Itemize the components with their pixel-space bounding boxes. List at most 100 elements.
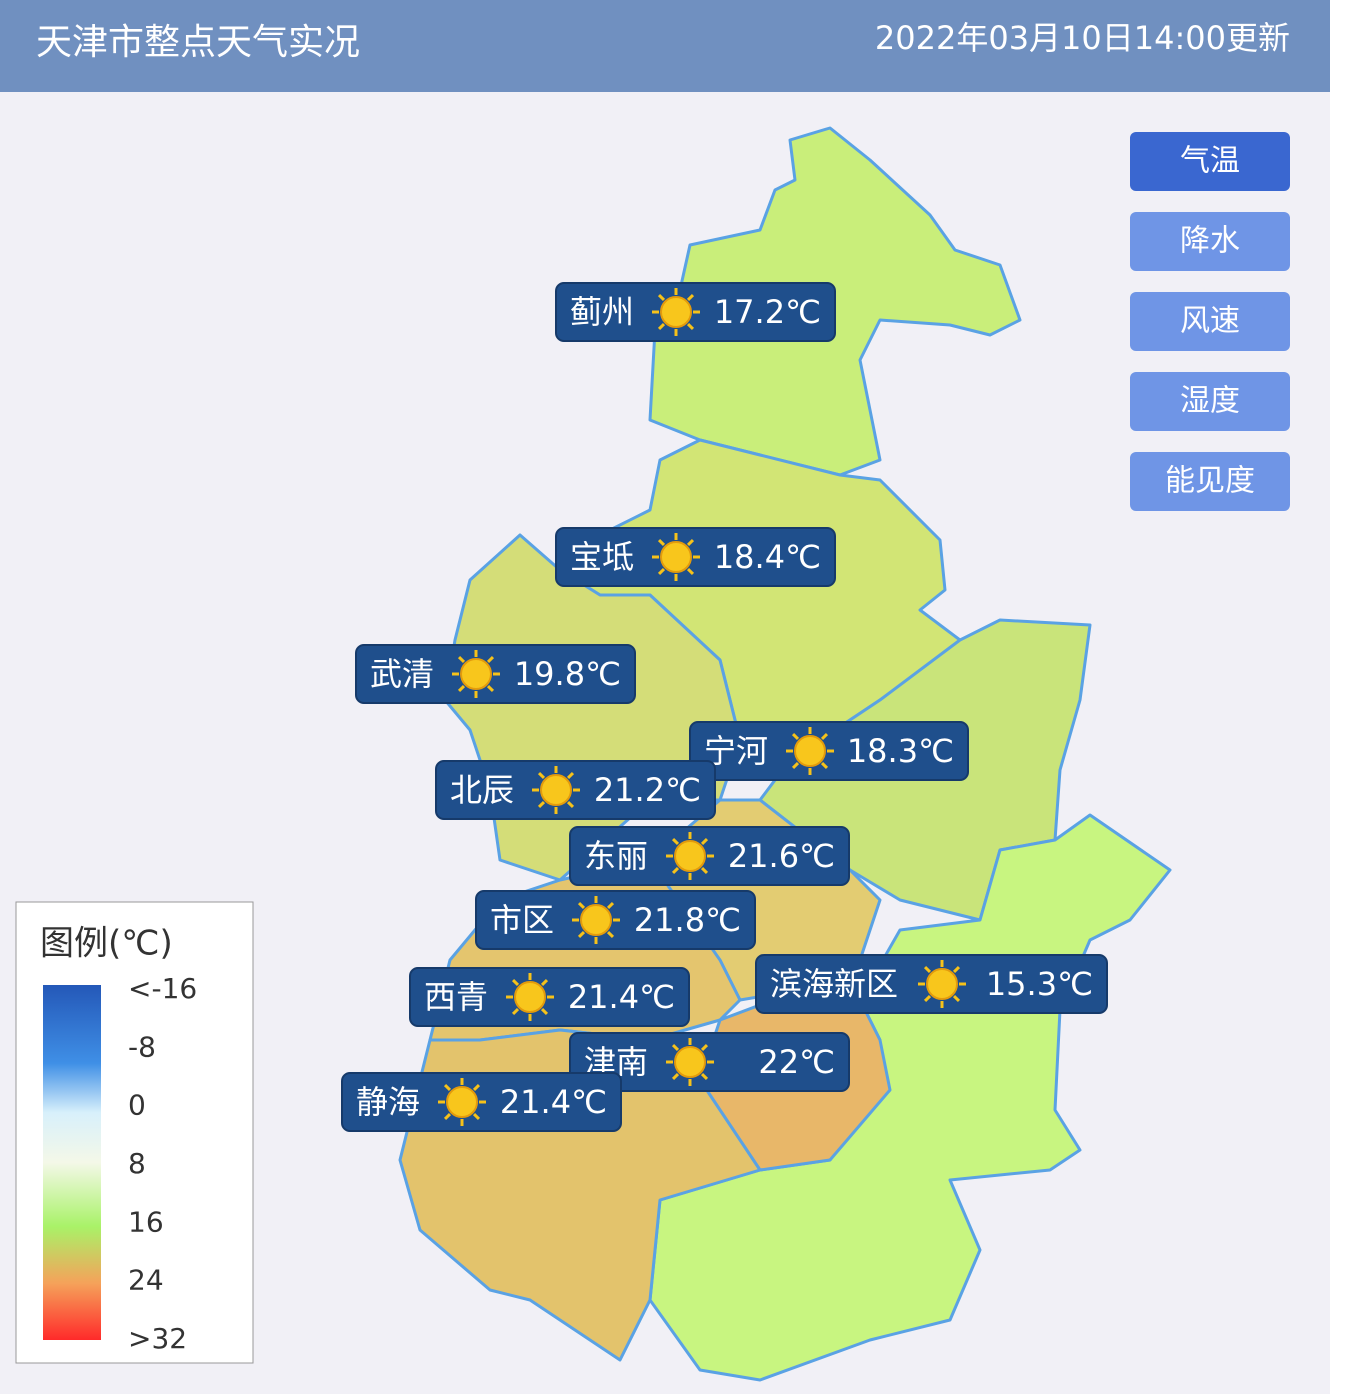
sun-ray xyxy=(686,538,695,547)
station-name: 静海 xyxy=(356,1083,420,1121)
sun-ray xyxy=(671,837,680,846)
sun-ray xyxy=(657,567,666,576)
station-name: 东丽 xyxy=(584,837,648,875)
sun-ray xyxy=(791,761,800,770)
sun-disc xyxy=(674,840,706,872)
station-name: 市区 xyxy=(490,901,554,939)
station-label: 北辰 21.2℃ xyxy=(435,760,716,820)
legend: 图例(℃) <-16 -8 0 8 16 24 >32 xyxy=(15,901,254,1364)
sun-ray xyxy=(700,837,709,846)
sun-ray xyxy=(700,1043,709,1052)
sun-ray xyxy=(657,293,666,302)
button-bg xyxy=(1130,292,1290,351)
sun-ray xyxy=(443,1083,452,1092)
sun-disc xyxy=(514,981,546,1013)
sun-ray xyxy=(952,965,961,974)
station-label: 静海 21.4℃ xyxy=(341,1072,622,1132)
sun-icon xyxy=(918,960,966,1008)
sun-ray xyxy=(923,965,932,974)
temperature: 21.6℃ xyxy=(728,837,835,875)
sun-disc xyxy=(926,968,958,1000)
sun-ray xyxy=(700,1072,709,1081)
sun-icon xyxy=(532,766,580,814)
layer-button[interactable]: 气温 xyxy=(1130,132,1290,191)
station-label: 滨海新区 15.3℃ xyxy=(755,954,1108,1014)
sun-icon xyxy=(786,727,834,775)
button-bg xyxy=(1130,372,1290,431)
update-time: 2022年03月10日14:00更新 xyxy=(875,19,1290,57)
sun-ray xyxy=(443,1112,452,1121)
sun-ray xyxy=(686,567,695,576)
sun-ray xyxy=(671,1043,680,1052)
sun-ray xyxy=(671,866,680,875)
sun-icon xyxy=(452,650,500,698)
sun-ray xyxy=(791,732,800,741)
layer-button[interactable]: 湿度 xyxy=(1130,372,1290,431)
sun-ray xyxy=(657,322,666,331)
station-name: 宝坻 xyxy=(570,538,634,576)
sun-ray xyxy=(686,322,695,331)
sun-ray xyxy=(606,901,615,910)
sun-disc xyxy=(674,1046,706,1078)
sun-ray xyxy=(457,684,466,693)
header-title: 天津市整点天气实况 xyxy=(36,22,360,63)
sun-ray xyxy=(606,930,615,939)
sun-ray xyxy=(457,655,466,664)
sun-ray xyxy=(923,994,932,1003)
sun-icon xyxy=(666,1038,714,1086)
sun-icon xyxy=(506,973,554,1021)
sun-disc xyxy=(540,774,572,806)
sun-disc xyxy=(580,904,612,936)
sun-ray xyxy=(671,1072,680,1081)
station-label: 宝坻 18.4℃ xyxy=(555,527,836,587)
sun-ray xyxy=(952,994,961,1003)
station-label: 津南 22℃ xyxy=(569,1032,850,1092)
sun-ray xyxy=(537,800,546,809)
sun-icon xyxy=(666,832,714,880)
temperature: 15.3℃ xyxy=(986,965,1093,1003)
sun-ray xyxy=(577,930,586,939)
layer-button[interactable]: 能见度 xyxy=(1130,452,1290,511)
sun-ray xyxy=(486,684,495,693)
station-label: 东丽 21.6℃ xyxy=(569,826,850,886)
temperature: 19.8℃ xyxy=(514,655,621,693)
temperature: 17.2℃ xyxy=(714,293,821,331)
station-name: 武清 xyxy=(370,655,434,693)
sun-ray xyxy=(486,655,495,664)
legend-label: -8 xyxy=(128,1030,156,1063)
sun-ray xyxy=(657,538,666,547)
legend-gradient xyxy=(43,985,101,1340)
station-name: 西青 xyxy=(424,978,488,1016)
button-label: 风速 xyxy=(1180,304,1240,339)
station-label: 市区 21.8℃ xyxy=(475,890,756,950)
sun-disc xyxy=(446,1086,478,1118)
header-bar xyxy=(0,0,1330,92)
legend-label: 16 xyxy=(128,1205,164,1238)
station-labels: 蓟州 17.2℃ 宝坻 18.4℃ 武清 19.8℃ 宁河 18.3℃ 北辰 21.2℃ 东丽 21.… xyxy=(341,282,1108,1132)
sun-icon xyxy=(652,288,700,336)
sun-ray xyxy=(511,978,520,987)
station-label: 武清 19.8℃ xyxy=(355,644,636,704)
sun-disc xyxy=(660,541,692,573)
sun-ray xyxy=(540,978,549,987)
layer-button[interactable]: 降水 xyxy=(1130,212,1290,271)
sun-ray xyxy=(566,800,575,809)
sun-ray xyxy=(820,761,829,770)
temperature: 22℃ xyxy=(758,1043,835,1081)
button-bg xyxy=(1130,212,1290,271)
legend-labels: <-16 -8 0 8 16 24 >32 xyxy=(128,972,197,1355)
station-label: 蓟州 17.2℃ xyxy=(555,282,836,342)
sun-icon xyxy=(572,896,620,944)
sun-ray xyxy=(537,771,546,780)
sun-ray xyxy=(700,866,709,875)
legend-title: 图例(℃) xyxy=(40,924,173,964)
station-name: 宁河 xyxy=(704,732,768,770)
station-name: 北辰 xyxy=(450,771,514,809)
button-label: 湿度 xyxy=(1180,384,1240,419)
layer-button[interactable]: 风速 xyxy=(1130,292,1290,351)
button-bg xyxy=(1130,452,1290,511)
legend-label: 0 xyxy=(128,1089,146,1122)
